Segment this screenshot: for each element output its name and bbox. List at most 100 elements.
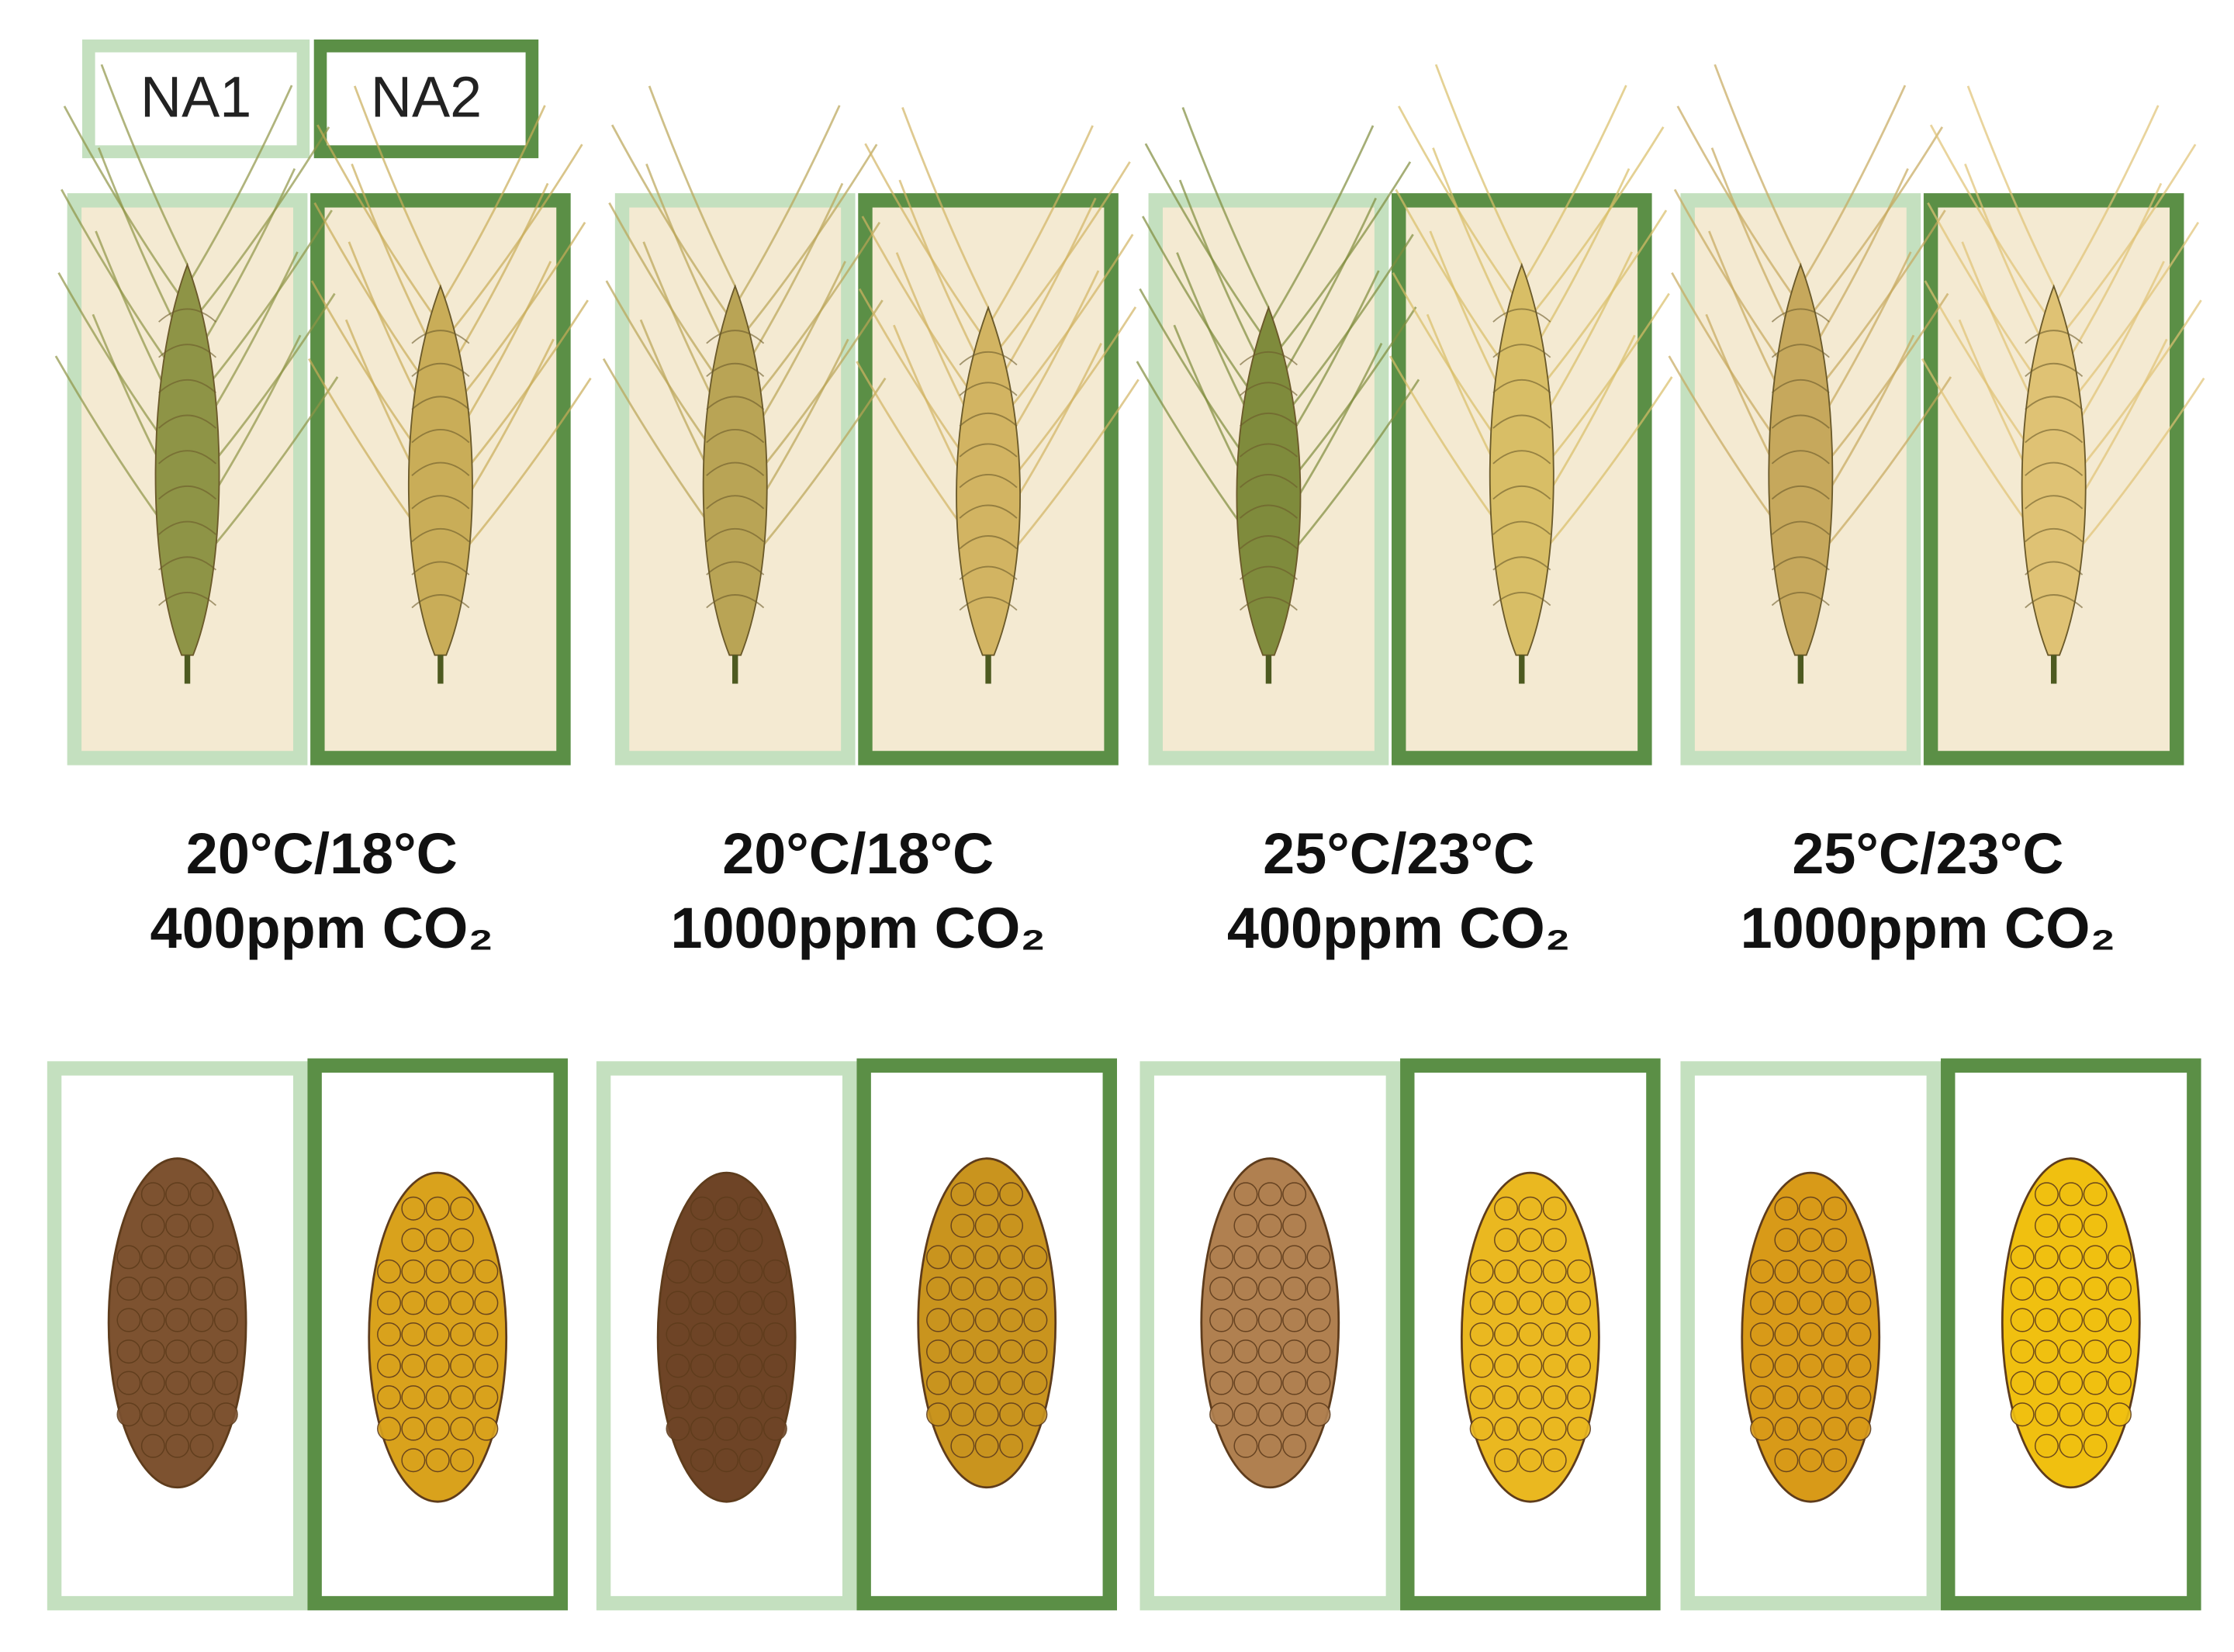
kernel <box>377 1353 401 1378</box>
kernel <box>2059 1402 2084 1427</box>
condition-temperature: 25°C/23°C <box>1792 821 2063 886</box>
kernel <box>401 1228 426 1253</box>
kernel <box>1023 1402 1048 1427</box>
kernel <box>763 1353 787 1378</box>
spikelet <box>959 596 1018 611</box>
kernel <box>1518 1291 1543 1315</box>
spikelet <box>959 565 1018 580</box>
spikelet <box>2025 429 2084 444</box>
spikelet <box>158 592 217 607</box>
spikelet <box>1239 565 1298 580</box>
kernel <box>425 1385 450 1410</box>
kernel <box>425 1322 450 1346</box>
legend-box-na1 <box>82 39 310 158</box>
kernel <box>116 1308 141 1332</box>
kernel <box>2059 1339 2084 1364</box>
kernel <box>1798 1322 1823 1346</box>
kernel <box>165 1370 190 1395</box>
kernel <box>974 1213 999 1238</box>
spikelet <box>158 556 217 571</box>
kernel <box>1494 1228 1518 1253</box>
kernel <box>666 1322 690 1346</box>
spikelet <box>411 429 470 444</box>
spikelet <box>158 308 217 323</box>
awn <box>648 85 736 287</box>
kernel <box>189 1370 214 1395</box>
kernel <box>974 1433 999 1458</box>
spikelet <box>411 594 470 609</box>
spikelet <box>2025 461 2084 476</box>
kernel <box>1494 1196 1518 1221</box>
spikelet <box>706 527 765 543</box>
kernel <box>2083 1339 2108 1364</box>
spikelet <box>2025 396 2084 410</box>
spikelet <box>1771 592 1830 607</box>
kernel <box>1774 1291 1799 1315</box>
kernel <box>401 1259 426 1284</box>
kernel <box>1494 1416 1518 1441</box>
kernel <box>1233 1182 1258 1207</box>
kernel <box>1567 1416 1592 1441</box>
kernel <box>926 1339 951 1364</box>
kernel <box>1209 1339 1234 1364</box>
legend-label: NA1 <box>140 65 251 130</box>
kernel <box>116 1276 141 1301</box>
awn <box>1800 85 1907 286</box>
kernel <box>1542 1416 1567 1441</box>
kernel <box>213 1339 238 1364</box>
kernel <box>950 1402 975 1427</box>
kernel <box>738 1291 763 1315</box>
kernel <box>1750 1385 1775 1410</box>
kernel <box>1823 1196 1848 1221</box>
kernel <box>1774 1353 1799 1378</box>
kernel <box>1257 1339 1282 1364</box>
kernel <box>450 1291 475 1315</box>
kernel <box>213 1370 238 1395</box>
kernel <box>1233 1370 1258 1395</box>
spikelet <box>2025 495 2084 510</box>
kernel <box>999 1182 1024 1207</box>
kernel <box>2034 1308 2059 1332</box>
kernel <box>377 1322 401 1346</box>
kernel <box>189 1433 214 1458</box>
kernel <box>974 1402 999 1427</box>
kernel <box>1774 1228 1799 1253</box>
kernel <box>2034 1182 2059 1207</box>
spikelet <box>1239 474 1298 489</box>
awn <box>1966 85 2055 287</box>
spikelet <box>411 461 470 476</box>
kernel <box>401 1353 426 1378</box>
kernel <box>140 1339 165 1364</box>
spikelet <box>1771 344 1830 358</box>
spikelet <box>1239 412 1298 427</box>
spikelet <box>2025 527 2084 543</box>
kernel <box>1518 1385 1543 1410</box>
kernel <box>1847 1353 1872 1378</box>
kernel <box>165 1308 190 1332</box>
kernel <box>2083 1402 2108 1427</box>
kernel <box>1306 1308 1331 1332</box>
kernel <box>666 1291 690 1315</box>
kernel <box>1774 1385 1799 1410</box>
kernel <box>2010 1276 2035 1301</box>
kernel <box>1306 1402 1331 1427</box>
kernel <box>1798 1416 1823 1441</box>
kernel <box>738 1448 763 1473</box>
kernel <box>714 1322 739 1346</box>
spikelet <box>1239 351 1298 366</box>
spikelet <box>1492 592 1551 607</box>
kernel <box>2108 1276 2132 1301</box>
kernel <box>425 1353 450 1378</box>
spikelet <box>1771 414 1830 429</box>
kernel <box>2010 1370 2035 1395</box>
kernel <box>1798 1353 1823 1378</box>
kernel <box>2059 1370 2084 1395</box>
spikelet <box>158 378 217 394</box>
kernel <box>2034 1339 2059 1364</box>
kernel <box>1494 1448 1518 1473</box>
kernel <box>450 1448 475 1473</box>
kernel <box>950 1339 975 1364</box>
kernel <box>2059 1308 2084 1332</box>
kernel <box>1209 1308 1234 1332</box>
kernel <box>950 1213 975 1238</box>
